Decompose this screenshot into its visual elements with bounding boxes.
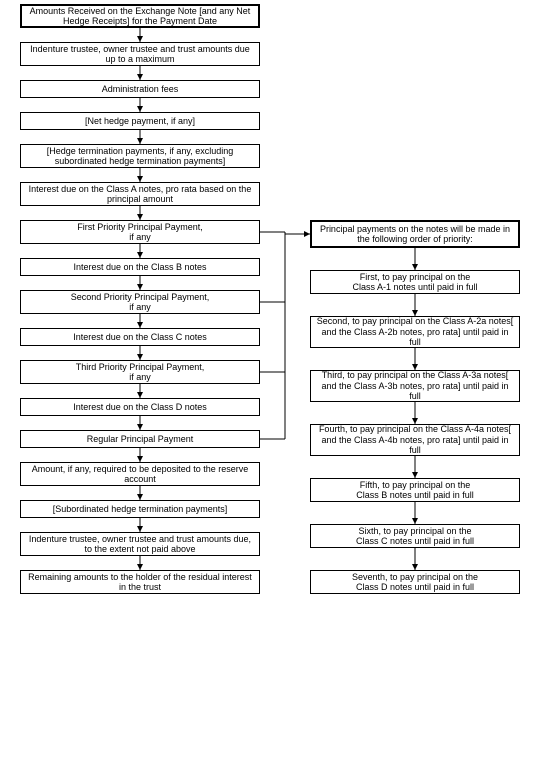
left-box-l6: First Priority Principal Payment, if any [20,220,260,244]
left-box-l7: Interest due on the Class B notes [20,258,260,276]
left-box-l11-label: Interest due on the Class D notes [73,402,207,412]
right-box-r6-label: Sixth, to pay principal on the Class C n… [356,526,474,547]
left-box-l3-label: [Net hedge payment, if any] [85,116,195,126]
right-box-r5: Fifth, to pay principal on the Class B n… [310,478,520,502]
left-box-l11: Interest due on the Class D notes [20,398,260,416]
left-box-l0: Amounts Received on the Exchange Note [a… [20,4,260,28]
right-box-r3-label: Third, to pay principal on the Class A-3… [315,370,515,401]
left-box-l13-label: Amount, if any, required to be deposited… [25,464,255,485]
left-box-l4-label: [Hedge termination payments, if any, exc… [25,146,255,167]
left-box-l8-label: Second Priority Principal Payment, if an… [71,292,210,313]
left-box-l15: Indenture trustee, owner trustee and tru… [20,532,260,556]
left-box-l2: Administration fees [20,80,260,98]
left-box-l0-label: Amounts Received on the Exchange Note [a… [26,6,254,27]
left-box-l16-label: Remaining amounts to the holder of the r… [25,572,255,593]
right-box-r4: Fourth, to pay principal on the Class A-… [310,424,520,456]
left-box-l14: [Subordinated hedge termination payments… [20,500,260,518]
left-box-l16: Remaining amounts to the holder of the r… [20,570,260,594]
left-box-l9: Interest due on the Class C notes [20,328,260,346]
left-box-l5: Interest due on the Class A notes, pro r… [20,182,260,206]
right-box-r3: Third, to pay principal on the Class A-3… [310,370,520,402]
right-box-r6: Sixth, to pay principal on the Class C n… [310,524,520,548]
left-box-l2-label: Administration fees [102,84,179,94]
right-box-r4-label: Fourth, to pay principal on the Class A-… [315,424,515,455]
left-box-l10: Third Priority Principal Payment, if any [20,360,260,384]
left-box-l1-label: Indenture trustee, owner trustee and tru… [25,44,255,65]
right-box-r1: First, to pay principal on the Class A-1… [310,270,520,294]
right-box-r5-label: Fifth, to pay principal on the Class B n… [356,480,474,501]
left-box-l3: [Net hedge payment, if any] [20,112,260,130]
left-box-l7-label: Interest due on the Class B notes [73,262,206,272]
right-box-r0: Principal payments on the notes will be … [310,220,520,248]
right-box-r0-label: Principal payments on the notes will be … [316,224,514,245]
right-box-r7: Seventh, to pay principal on the Class D… [310,570,520,594]
left-box-l13: Amount, if any, required to be deposited… [20,462,260,486]
right-box-r7-label: Seventh, to pay principal on the Class D… [352,572,478,593]
left-box-l12: Regular Principal Payment [20,430,260,448]
right-box-r2-label: Second, to pay principal on the Class A-… [315,316,515,347]
right-box-r2: Second, to pay principal on the Class A-… [310,316,520,348]
left-box-l1: Indenture trustee, owner trustee and tru… [20,42,260,66]
left-box-l4: [Hedge termination payments, if any, exc… [20,144,260,168]
left-box-l6-label: First Priority Principal Payment, if any [77,222,203,243]
left-box-l12-label: Regular Principal Payment [87,434,194,444]
left-box-l15-label: Indenture trustee, owner trustee and tru… [25,534,255,555]
left-box-l9-label: Interest due on the Class C notes [73,332,207,342]
left-box-l8: Second Priority Principal Payment, if an… [20,290,260,314]
left-box-l10-label: Third Priority Principal Payment, if any [76,362,205,383]
left-box-l14-label: [Subordinated hedge termination payments… [53,504,228,514]
left-box-l5-label: Interest due on the Class A notes, pro r… [25,184,255,205]
right-box-r1-label: First, to pay principal on the Class A-1… [352,272,477,293]
